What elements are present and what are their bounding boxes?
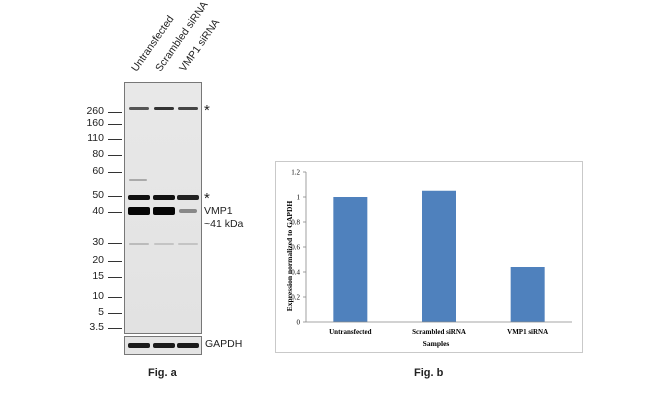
mw-tick <box>108 328 122 329</box>
vmp1-label: VMP1 <box>204 205 233 217</box>
band-vmp1-lane3 <box>179 209 197 213</box>
gapdh-band-lane1 <box>128 343 150 348</box>
band-vmp1-lane2 <box>153 207 175 215</box>
mw-tick <box>108 155 122 156</box>
vmp1-size-label: ~41 kDa <box>204 218 244 230</box>
mw-marker-20: 20 <box>92 254 104 266</box>
mw-marker-10: 10 <box>92 290 104 302</box>
y-tick-label: 0.8 <box>291 219 300 227</box>
bars <box>333 190 545 322</box>
mw-marker-40: 40 <box>92 205 104 217</box>
x-tick-label: Untransfected <box>329 328 371 336</box>
y-axis-label: Expression normalized to GAPDH <box>285 201 294 312</box>
figure-b-caption: Fig. b <box>414 367 444 379</box>
mw-marker-30: 30 <box>92 236 104 248</box>
figure-a-caption: Fig. a <box>148 367 177 379</box>
mw-tick <box>108 112 122 113</box>
mw-tick <box>108 212 122 213</box>
mw-marker-260: 260 <box>86 105 104 117</box>
x-axis-label: Samples <box>423 339 450 348</box>
bar <box>422 190 456 322</box>
mw-tick <box>108 297 122 298</box>
band-260-lane3 <box>178 107 198 110</box>
mw-marker-50: 50 <box>92 189 104 201</box>
bar <box>510 267 545 322</box>
mw-tick <box>108 196 122 197</box>
band-vmp1-lane1 <box>128 207 150 215</box>
band-260-lane2 <box>154 107 174 110</box>
y-tick-label: 0.2 <box>291 294 300 302</box>
mw-tick <box>108 139 122 140</box>
mw-marker-60: 60 <box>92 165 104 177</box>
band-260-lane1 <box>129 107 149 110</box>
mw-marker-110: 110 <box>87 132 104 144</box>
mw-marker-80: 80 <box>92 148 104 160</box>
y-tick-label: 0 <box>297 319 301 327</box>
band-50-lane3 <box>177 195 199 200</box>
band-60-lane1 <box>129 179 147 181</box>
y-tick-label: 1 <box>297 194 301 202</box>
gapdh-blot <box>124 336 202 355</box>
asterisk-260: * <box>204 102 210 119</box>
bar-chart: Expression normalized to GAPDH 0 0.2 0.4 0.… <box>285 169 572 348</box>
y-axis: 0 0.2 0.4 0.6 0.8 1 1.2 <box>291 169 307 327</box>
mw-marker-160: 160 <box>86 117 104 129</box>
mw-tick <box>108 313 122 314</box>
mw-tick <box>108 277 122 278</box>
gapdh-label: GAPDH <box>205 338 243 350</box>
mw-tick <box>108 261 122 262</box>
x-tick-label: VMP1 siRNA <box>507 328 548 336</box>
mw-marker-3-5: 3.5 <box>89 321 104 333</box>
band-50-lane1 <box>128 195 150 200</box>
mw-marker-5: 5 <box>98 306 104 318</box>
gapdh-band-lane3 <box>177 343 199 348</box>
bar <box>333 197 368 322</box>
y-tick-label: 1.2 <box>291 169 300 177</box>
mw-tick <box>108 243 122 244</box>
x-tick-label: Scrambled siRNA <box>412 328 466 336</box>
y-tick-label: 0.6 <box>291 244 300 252</box>
x-axis: Untransfected Scrambled siRNA VMP1 siRNA <box>306 321 572 336</box>
band-29-lane3 <box>178 243 198 245</box>
band-50-lane2 <box>153 195 175 200</box>
asterisk-50: * <box>204 190 210 207</box>
gapdh-band-lane2 <box>153 343 175 348</box>
chart-frame: Expression normalized to GAPDH 0 0.2 0.4 0.… <box>275 161 583 353</box>
mw-tick <box>108 124 122 125</box>
blot-membrane <box>124 82 202 334</box>
y-tick-label: 0.4 <box>291 269 300 277</box>
band-29-lane2 <box>154 243 174 245</box>
mw-marker-15: 15 <box>92 270 104 282</box>
band-29-lane1 <box>129 243 149 245</box>
mw-tick <box>108 172 122 173</box>
